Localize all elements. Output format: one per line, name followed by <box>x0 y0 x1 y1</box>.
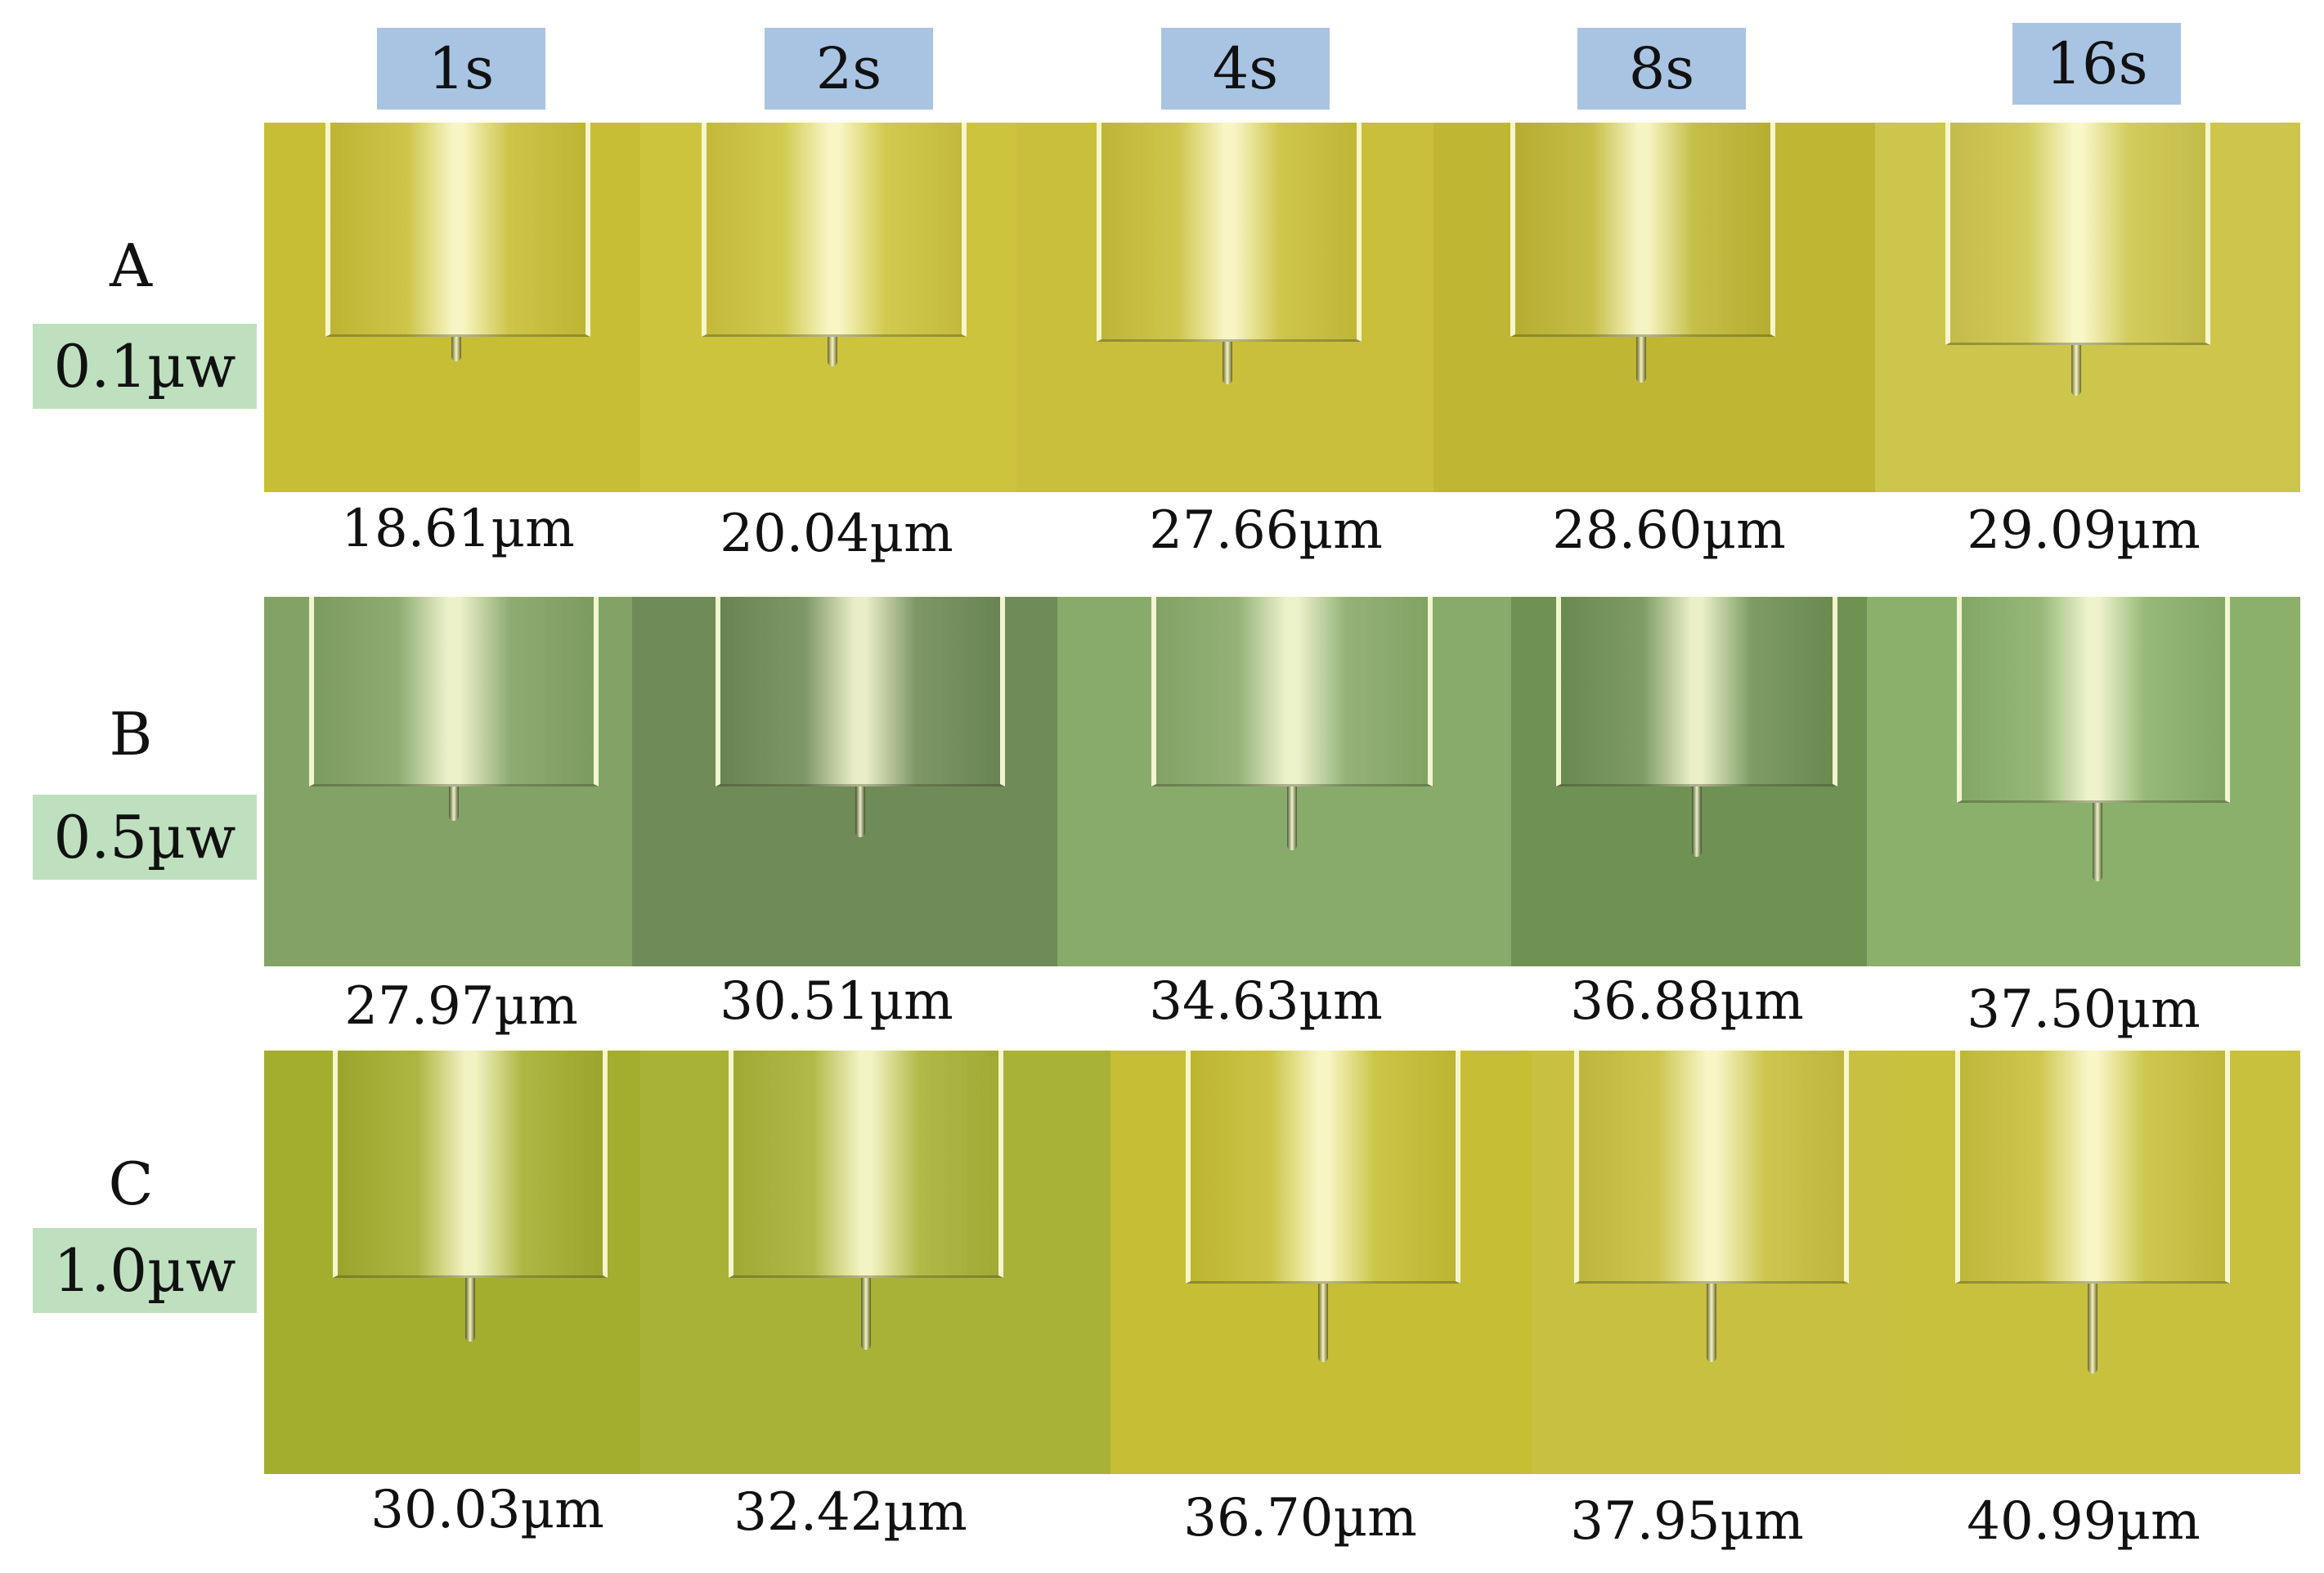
measurement-a-8s: 28.60µm <box>1552 500 1786 561</box>
micrograph-b-16s <box>1867 597 2300 966</box>
row-letter-a: A <box>110 231 152 300</box>
time-label-1s: 1s <box>377 28 545 110</box>
micrograph-c-4s <box>1110 1051 1532 1474</box>
power-label-a: 0.1µw <box>33 324 257 409</box>
image-strip-c <box>264 1051 2300 1474</box>
micrograph-c-16s <box>1891 1051 2300 1474</box>
time-label-16s: 16s <box>2012 23 2181 105</box>
power-label-b: 0.5µw <box>33 795 257 880</box>
measurement-a-2s: 20.04µm <box>720 504 953 564</box>
micrograph-a-16s <box>1875 123 2300 492</box>
measurement-a-16s: 29.09µm <box>1967 500 2201 561</box>
measurement-a-1s: 18.61µm <box>341 499 575 559</box>
micrograph-b-8s <box>1511 597 1867 966</box>
micrograph-c-1s <box>264 1051 640 1474</box>
measurement-c-16s: 40.99µm <box>1967 1491 2201 1552</box>
micrograph-a-2s <box>640 123 1016 492</box>
row-letter-c: C <box>108 1150 154 1218</box>
micrograph-a-4s <box>1016 123 1433 492</box>
micrograph-b-2s <box>632 597 1057 966</box>
micrograph-b-1s <box>264 597 632 966</box>
measurement-c-4s: 36.70µm <box>1183 1488 1417 1548</box>
measurement-b-16s: 37.50µm <box>1967 979 2201 1040</box>
image-strip-b <box>264 597 2300 966</box>
measurement-b-2s: 30.51µm <box>720 971 953 1032</box>
measurement-c-2s: 32.42µm <box>734 1482 967 1543</box>
image-strip-a <box>264 123 2300 492</box>
power-label-c: 1.0µw <box>33 1228 257 1313</box>
micrograph-c-8s <box>1532 1051 1891 1474</box>
measurement-b-1s: 27.97µm <box>344 976 578 1037</box>
time-label-8s: 8s <box>1577 28 1746 110</box>
micrograph-c-2s <box>640 1051 1110 1474</box>
time-label-2s: 2s <box>765 28 933 110</box>
micrograph-a-8s <box>1433 123 1875 492</box>
time-label-4s: 4s <box>1161 28 1330 110</box>
micrograph-a-1s <box>264 123 640 492</box>
measurement-b-4s: 34.63µm <box>1149 971 1383 1032</box>
micrograph-b-4s <box>1057 597 1511 966</box>
row-letter-b: B <box>109 700 153 769</box>
measurement-c-8s: 37.95µm <box>1570 1491 1804 1552</box>
measurement-b-8s: 36.88µm <box>1570 971 1804 1032</box>
measurement-c-1s: 30.03µm <box>370 1480 604 1540</box>
measurement-a-4s: 27.66µm <box>1149 500 1383 561</box>
